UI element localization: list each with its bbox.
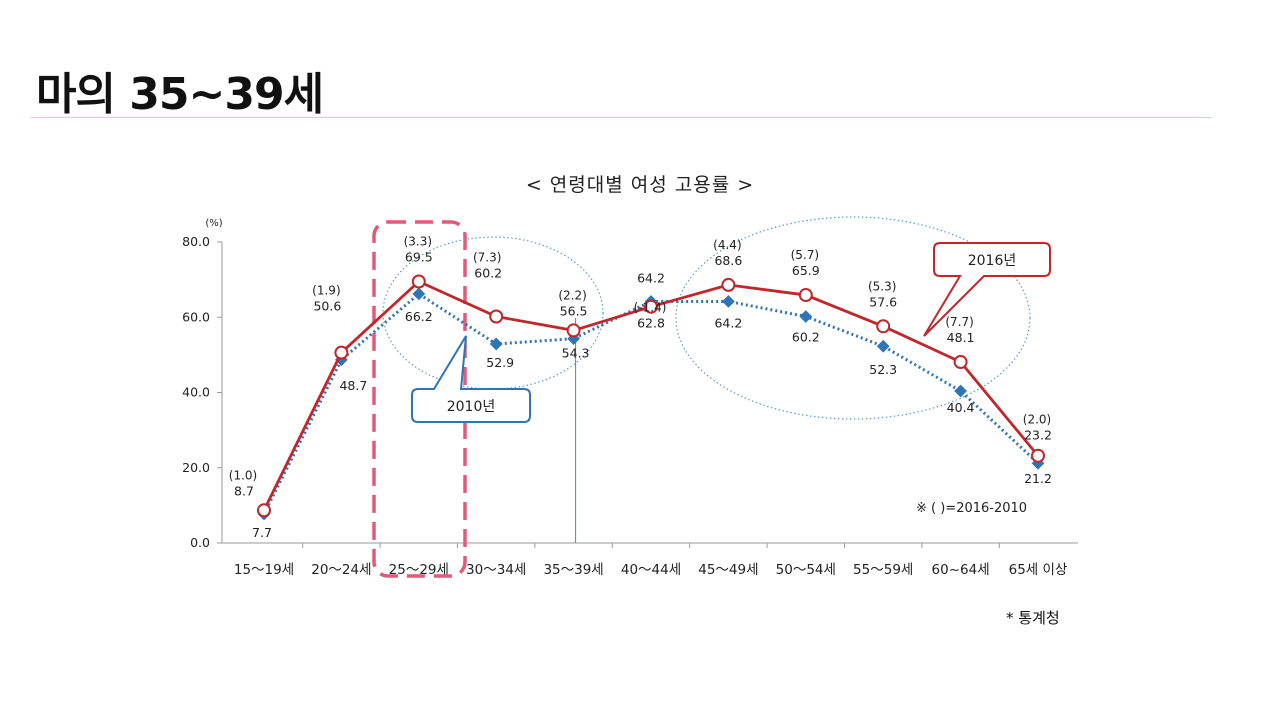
data-label-2016: 62.8 — [637, 316, 665, 331]
callout-2016-label: 2016년 — [968, 253, 1017, 269]
data-label-2010: 54.3 — [562, 346, 590, 361]
data-point-2010 — [722, 295, 735, 308]
data-label-2010: 40.4 — [947, 400, 975, 415]
difference-label: (2.0) — [1023, 413, 1051, 427]
y-tick-label: 60.0 — [182, 309, 210, 324]
data-label-2010: 52.3 — [869, 362, 897, 377]
data-label-2010: 48.7 — [339, 378, 367, 393]
highlight-ellipse — [675, 216, 1031, 420]
y-tick-label: 40.0 — [182, 385, 210, 400]
data-label-2010: 52.9 — [486, 355, 514, 370]
difference-label: (7.7) — [945, 315, 973, 329]
data-label-2016: 48.1 — [947, 330, 975, 345]
slide-title: 마의 35~39세 — [36, 69, 324, 120]
series-line-2010 — [262, 292, 1040, 515]
difference-label: (1.9) — [312, 284, 340, 298]
difference-label: (4.4) — [713, 238, 741, 252]
data-label-2016: 50.6 — [313, 299, 341, 314]
data-label-2016: 65.9 — [792, 263, 820, 278]
x-tick-label: 55～59세 — [853, 562, 913, 578]
x-tick-label: 25～29세 — [389, 562, 449, 578]
data-label-2016: 23.2 — [1024, 428, 1052, 443]
y-tick-label: 20.0 — [182, 460, 210, 475]
difference-label: (5.7) — [791, 248, 819, 262]
highlight-ellipse — [382, 236, 604, 390]
data-point-2010 — [412, 287, 426, 301]
x-tick-label: 35～39세 — [543, 562, 603, 578]
data-label-2010: 64.2 — [714, 315, 742, 330]
difference-label: (1.0) — [229, 468, 257, 482]
callout-2010 — [411, 335, 531, 423]
x-tick-label: 40～44세 — [621, 562, 681, 578]
y-tick-label: 0.0 — [190, 535, 210, 550]
difference-label: (2.2) — [558, 288, 586, 302]
data-label-2016: 60.2 — [474, 265, 502, 280]
x-tick-label: 65세 이상 — [1009, 562, 1068, 578]
x-tick-label: 45～49세 — [698, 562, 758, 578]
data-point-2010 — [799, 310, 813, 323]
data-label-2016: 68.6 — [714, 253, 742, 268]
data-point-2016 — [257, 503, 271, 518]
data-label-2016: 8.7 — [234, 483, 254, 498]
data-point-2016 — [876, 319, 891, 334]
data-label-2010: 21.2 — [1024, 471, 1052, 486]
title-divider — [30, 117, 1212, 118]
data-label-2016: 56.5 — [560, 303, 588, 318]
y-axis-unit: (%) — [205, 218, 222, 229]
data-point-2016 — [411, 274, 426, 289]
x-tick-label: 30～34세 — [466, 562, 526, 578]
data-point-2010 — [954, 384, 967, 398]
callout-2016 — [923, 242, 1051, 337]
data-point-2016 — [953, 355, 968, 370]
data-point-2010 — [489, 337, 503, 351]
data-point-2016 — [566, 323, 581, 338]
chart-title: < 연령대별 여성 고용률 > — [525, 174, 755, 196]
data-point-2016 — [489, 309, 504, 324]
data-label-2016: 69.5 — [405, 250, 433, 265]
data-label-2010: 66.2 — [405, 309, 433, 324]
data-label-2016: 57.6 — [869, 294, 897, 309]
data-label-2010: 60.2 — [792, 329, 820, 344]
data-point-2016 — [334, 345, 349, 360]
data-point-2016 — [644, 299, 658, 314]
x-tick-label: 20～24세 — [311, 562, 371, 578]
data-label-2010: 7.7 — [252, 525, 272, 540]
difference-label: (-1.4) — [634, 301, 667, 315]
y-tick-label: 80.0 — [182, 234, 210, 249]
x-tick-label: 50～54세 — [776, 562, 836, 578]
data-point-2016 — [1031, 448, 1045, 463]
difference-label: (5.3) — [868, 279, 896, 293]
data-label-2010: 64.2 — [637, 270, 665, 285]
x-tick-label: 60~64세 — [932, 562, 990, 578]
difference-note: ※ ( )=2016-2010 — [916, 501, 1027, 516]
data-point-2016 — [798, 288, 813, 303]
callout-2010-label: 2010년 — [447, 399, 496, 415]
data-point-2010 — [876, 339, 890, 353]
source-note: * 통계청 — [1006, 609, 1060, 627]
x-tick-label: 15～19세 — [234, 562, 294, 578]
difference-label: (7.3) — [473, 250, 501, 264]
difference-label: (3.3) — [404, 235, 432, 249]
data-point-2016 — [721, 277, 736, 292]
